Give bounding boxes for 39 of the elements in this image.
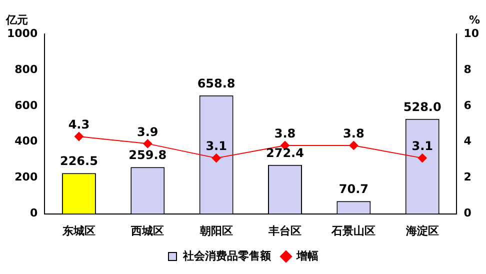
y-tick-label: 1000 [6,26,38,40]
y2-tick-label: 4 [464,134,472,148]
data-label: 259.8 [128,148,167,162]
point [418,154,427,163]
x-tick-label: 西城区 [130,224,164,238]
y-tick-label: 400 [14,134,38,148]
x-tick-label: 朝阳区 [198,224,233,238]
point [143,139,152,148]
y-tick-label: 800 [14,62,38,76]
y-tick-label: 200 [14,170,38,184]
y2-axis-title: % [468,13,480,26]
data-label: 3.8 [274,126,296,141]
y2-tick-label: 8 [464,62,472,76]
x-tick-label: 东城区 [61,224,96,238]
data-label: 3.1 [206,139,227,154]
x-tick-label: 丰台区 [267,224,302,238]
data-label: 3.1 [412,139,433,154]
y-tick-label: 0 [30,206,38,220]
data-label: 3.8 [343,126,364,141]
y2-tick-label: 6 [464,98,472,112]
data-label: 70.7 [338,182,368,196]
point [74,132,84,141]
x-tick-label: 海淀区 [404,224,439,238]
x-tick-label: 石景山区 [330,224,376,238]
data-label: 272.4 [266,146,304,160]
data-label: 226.5 [60,154,98,168]
y-tick-label: 600 [14,98,38,112]
data-label: 3.9 [137,124,158,139]
y-axis-title: 亿元 [5,13,28,26]
data-label: 528.0 [403,100,442,114]
y2-tick-label: 10 [464,26,480,40]
y2-tick-label: 2 [464,170,472,184]
data-label: 4.3 [68,118,90,132]
data-label: 658.8 [197,76,236,90]
point [349,140,358,150]
y2-tick-label: 0 [464,206,472,220]
legend-label: 社会消费品零售额 [182,249,272,262]
legend-label: 增幅 [296,249,318,262]
point [212,154,221,163]
